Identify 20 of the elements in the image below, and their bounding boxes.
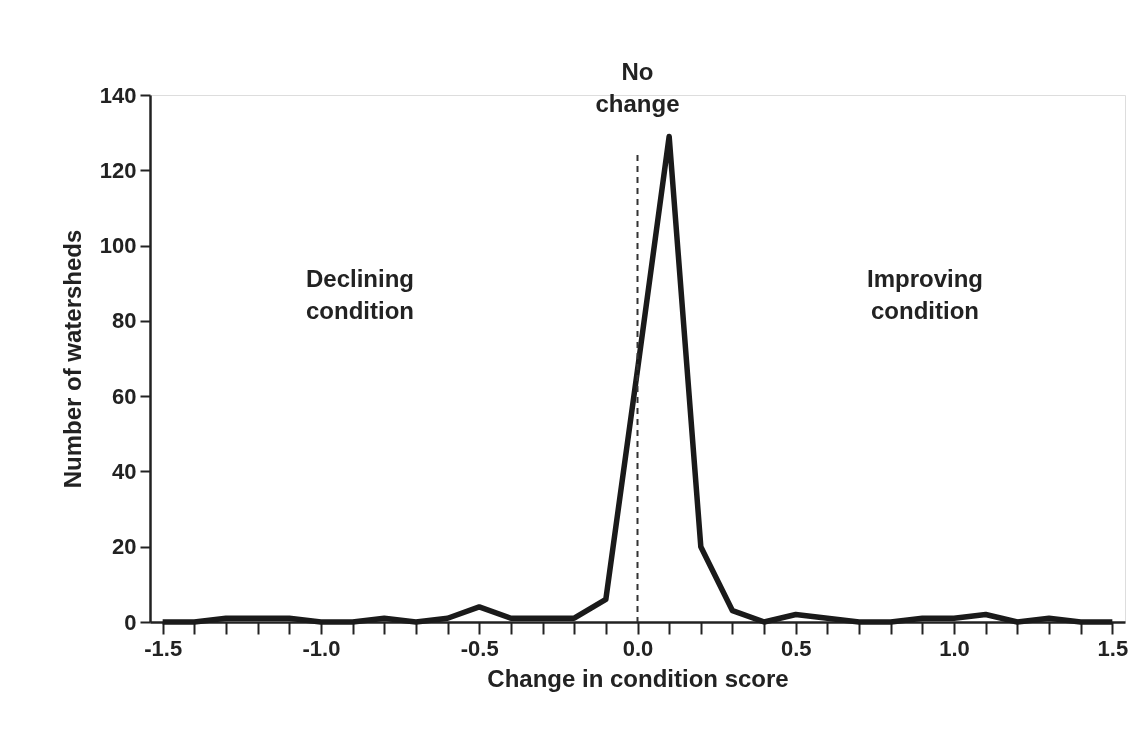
x-tick-label: -1.0 <box>302 635 341 661</box>
y-axis-title: Number of watersheds <box>58 229 86 489</box>
y-tick-label: 60 <box>112 383 137 409</box>
annotation: Declining condition <box>305 265 415 324</box>
y-tick-label: 140 <box>99 82 137 108</box>
x-tick-label: 1.0 <box>939 635 970 661</box>
annotation: Improving condition <box>866 265 984 324</box>
y-tick-label: 120 <box>99 157 137 183</box>
ref-line-label: No change <box>595 58 680 117</box>
y-tick-label: 20 <box>112 534 137 560</box>
y-tick-label: 100 <box>99 233 137 259</box>
x-tick-label: -1.5 <box>144 635 183 661</box>
x-tick-label: 0.5 <box>780 635 812 661</box>
y-tick-label: 0 <box>124 609 137 635</box>
y-tick-label: 40 <box>112 458 137 484</box>
x-tick-label: -0.5 <box>460 635 499 661</box>
x-tick-label: 0.0 <box>622 635 654 661</box>
x-tick-label: 1.5 <box>1097 635 1129 661</box>
y-tick-label: 80 <box>112 308 137 334</box>
x-axis-title: Change in condition score <box>487 664 789 692</box>
